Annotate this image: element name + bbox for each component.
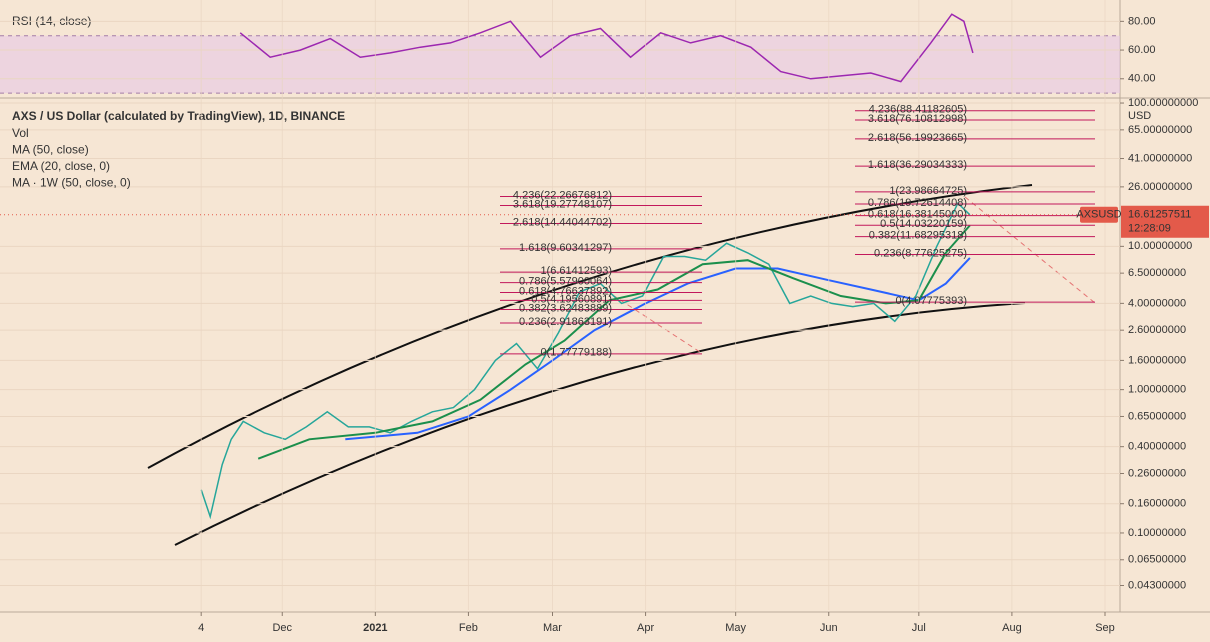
y-tick-label: 1.00000000 — [1128, 384, 1186, 396]
y-tick-label: 80.00 — [1128, 15, 1156, 27]
currency-label: USD — [1128, 110, 1151, 122]
fib-label: 0.786(5.57900064) — [519, 276, 612, 288]
symbol-label: AXSUSD — [1076, 209, 1121, 221]
countdown-label: 12:28:09 — [1128, 223, 1171, 235]
projection-line — [964, 196, 1096, 304]
series-line — [239, 13, 974, 83]
legend-entry: Vol — [12, 126, 29, 140]
x-tick-label: Aug — [1002, 622, 1022, 634]
x-tick-label: May — [725, 622, 746, 634]
y-tick-label: 2.60000000 — [1128, 324, 1186, 336]
x-tick-label: Mar — [543, 622, 562, 634]
y-tick-label: 4.00000000 — [1128, 297, 1186, 309]
y-tick-label: 0.40000000 — [1128, 441, 1186, 453]
price-badge — [1121, 205, 1209, 238]
fib-label: 0.786(19.72614408) — [868, 197, 967, 209]
y-tick-label: 100.00000000 — [1128, 97, 1198, 109]
price-title: AXS / US Dollar (calculated by TradingVi… — [12, 109, 345, 123]
y-tick-label: 0.65000000 — [1128, 410, 1186, 422]
x-tick-label: 4 — [198, 622, 204, 634]
y-tick-label: 6.50000000 — [1128, 267, 1186, 279]
fib-label: 3.618(76.10812998) — [868, 113, 967, 125]
x-tick-label: Jul — [912, 622, 926, 634]
y-tick-label: 0.06500000 — [1128, 554, 1186, 566]
fib-label: 0.236(8.77625275) — [874, 247, 967, 259]
fib-label: 4.236(88.41182605) — [869, 104, 967, 116]
fib-label: 0(4.07775393) — [895, 295, 967, 307]
legend-entry: MA · 1W (50, close, 0) — [12, 176, 131, 190]
x-tick-label: 2021 — [363, 622, 387, 634]
legend-entry: MA (50, close) — [12, 143, 89, 157]
x-tick-label: Feb — [459, 622, 478, 634]
x-tick-label: Sep — [1095, 622, 1115, 634]
fib-label: 4.236(22.26676812) — [513, 189, 612, 201]
x-tick-label: Jun — [820, 622, 838, 634]
fib-label: 3.618(19.27748107) — [513, 198, 612, 210]
series-line — [345, 257, 971, 441]
x-tick-label: Dec — [272, 622, 292, 634]
fib-label: 0.5(4.19560891) — [531, 293, 612, 305]
y-tick-label: 1.60000000 — [1128, 354, 1186, 366]
fib-label: 0.618(16.38145000) — [868, 209, 967, 221]
fib-label: 0.382(3.62483889) — [519, 302, 612, 314]
fib-label: 2.618(56.19923665) — [868, 132, 967, 144]
y-tick-label: 41.00000000 — [1128, 152, 1192, 164]
y-tick-label: 40.00 — [1128, 73, 1156, 85]
y-tick-label: 0.10000000 — [1128, 527, 1186, 539]
fib-label: 1(23.98664725) — [889, 185, 967, 197]
last-price-label: 16.61257511 — [1128, 209, 1191, 221]
fib-label: 0.618(4.76637892) — [519, 285, 612, 297]
fib-label: 0.382(11.68295318) — [869, 230, 967, 242]
y-tick-label: 10.00000000 — [1128, 240, 1192, 252]
rsi-band — [0, 35, 1120, 94]
fib-label: 1.618(36.29034333) — [868, 159, 967, 171]
y-tick-label: 65.00000000 — [1128, 124, 1192, 136]
fib-label: 0.236(2.91863191) — [519, 316, 612, 328]
fib-label: 1.618(9.60341297) — [519, 242, 612, 254]
y-tick-label: 60.00 — [1128, 44, 1156, 56]
symbol-badge — [1080, 206, 1118, 223]
fib-label: 2.618(14.44044702) — [513, 216, 612, 228]
fib-label: 1(6.61412593) — [540, 265, 612, 277]
series-line — [200, 201, 971, 520]
fib-label: 0(1.77779188) — [540, 347, 612, 359]
channel-upper — [147, 184, 1033, 469]
y-tick-label: 0.26000000 — [1128, 467, 1186, 479]
y-tick-label: 0.04300000 — [1128, 579, 1186, 591]
legend-entry: EMA (20, close, 0) — [12, 159, 110, 173]
channel-lower — [174, 302, 1026, 546]
fib-label: 0.5(14.03220159) — [880, 218, 967, 230]
x-tick-label: Apr — [637, 622, 654, 634]
y-tick-label: 26.00000000 — [1128, 181, 1192, 193]
y-tick-label: 0.16000000 — [1128, 498, 1186, 510]
